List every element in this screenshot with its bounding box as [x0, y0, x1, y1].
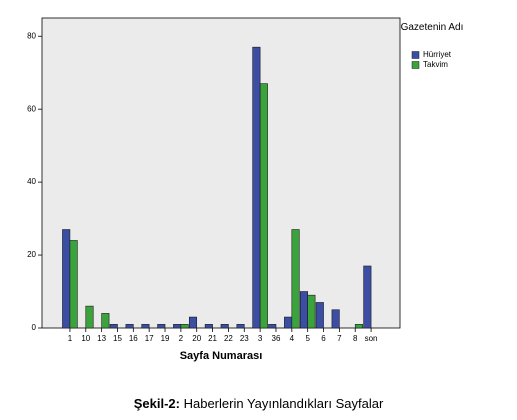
x-tick-label: 4	[290, 334, 295, 343]
bar	[284, 316, 293, 329]
caption: Şekil-2: Haberlerin Yayınlandıkları Sayf…	[0, 396, 517, 411]
x-tick-label: 16	[129, 334, 138, 343]
legend-swatch	[411, 61, 420, 69]
legend-label: Takvim	[423, 60, 448, 69]
x-tick-label: 22	[224, 334, 233, 343]
legend-title: Gazetenin Adı	[400, 22, 464, 33]
bar	[268, 324, 277, 329]
x-tick-label: 8	[353, 334, 358, 343]
bar	[141, 324, 150, 329]
bar	[307, 294, 316, 329]
bar	[291, 229, 300, 329]
bar	[252, 46, 261, 329]
x-tick-label: 36	[272, 334, 281, 343]
bar	[236, 324, 245, 329]
caption-label: Şekil-2:	[133, 396, 180, 411]
bar	[315, 302, 324, 329]
bar	[180, 324, 189, 329]
x-tick-label: 17	[145, 334, 154, 343]
bar	[157, 324, 166, 329]
bar	[101, 313, 110, 329]
chart: Sayfa Numarası 0 20 40 60 80 1 10 13 15 16 17 19 2 20…	[27, 17, 452, 362]
bar	[109, 324, 118, 329]
legend-label: Hürriyet	[423, 50, 452, 59]
bar	[204, 324, 213, 329]
y-tick-label: 60	[27, 104, 36, 113]
plot-area	[41, 17, 401, 329]
bar	[125, 324, 134, 329]
bar	[173, 324, 182, 329]
x-tick-label: 1	[68, 334, 73, 343]
x-tick-label: 13	[97, 334, 106, 343]
legend-swatch	[411, 51, 420, 59]
x-tick-label: 20	[192, 334, 201, 343]
x-axis-label: Sayfa Numarası	[180, 350, 263, 362]
x-tick-label: son	[365, 334, 378, 343]
x-tick-label: 15	[113, 334, 122, 343]
y-tick-label: 20	[27, 250, 36, 259]
bar	[259, 83, 268, 329]
bar	[62, 229, 71, 329]
x-tick-label: 21	[208, 334, 217, 343]
bar	[220, 324, 229, 329]
y-tick-label: 0	[32, 323, 37, 332]
x-tick-label: 10	[81, 334, 90, 343]
x-tick-label: 2	[179, 334, 184, 343]
x-tick-label: 3	[258, 334, 263, 343]
bar	[299, 291, 308, 329]
bar	[354, 324, 363, 329]
bar	[331, 309, 340, 329]
bar	[188, 316, 198, 329]
x-tick-label: 5	[305, 334, 310, 343]
bar	[69, 240, 78, 329]
x-tick-label: 7	[337, 334, 342, 343]
y-tick-label: 40	[27, 177, 36, 186]
y-tick-label: 80	[27, 31, 36, 40]
x-tick-label: 6	[321, 334, 326, 343]
caption-text: Haberlerin Yayınlandıkları Sayfalar	[183, 396, 384, 411]
x-tick-label: 19	[161, 334, 170, 343]
bar	[363, 265, 372, 329]
x-tick-label: 23	[240, 334, 249, 343]
bar	[85, 305, 94, 329]
